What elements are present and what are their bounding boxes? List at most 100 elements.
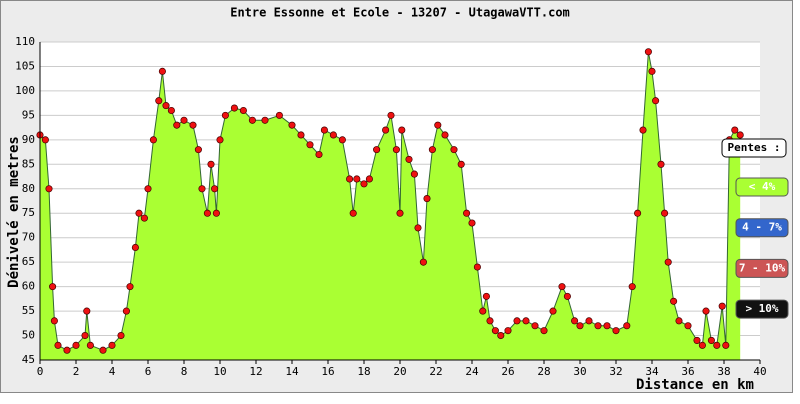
x-tick-label: 24	[465, 365, 479, 378]
point	[212, 209, 220, 217]
point	[180, 116, 188, 124]
legend-swatch	[735, 177, 789, 197]
point	[661, 209, 669, 217]
point	[670, 297, 678, 305]
point	[211, 185, 219, 193]
x-tick-label: 0	[37, 365, 44, 378]
point	[504, 327, 512, 335]
legend-swatch	[735, 299, 789, 319]
point	[126, 283, 134, 291]
point	[108, 341, 116, 349]
point	[410, 170, 418, 178]
profile-line	[39, 51, 741, 351]
point	[360, 180, 368, 188]
point	[718, 302, 726, 310]
point	[473, 263, 481, 271]
point	[707, 336, 715, 344]
x-tick-label: 28	[537, 365, 550, 378]
point	[693, 336, 701, 344]
x-tick-label: 10	[213, 365, 226, 378]
point	[652, 97, 660, 105]
point	[373, 146, 381, 154]
point	[657, 160, 665, 168]
point	[54, 341, 62, 349]
point	[162, 102, 170, 110]
legend-swatch	[735, 218, 789, 238]
point	[513, 317, 521, 325]
point	[63, 346, 71, 354]
legend-label: > 10%	[745, 302, 778, 315]
point	[45, 185, 53, 193]
point	[698, 341, 706, 349]
point	[585, 317, 593, 325]
y-tick-label: 100	[15, 84, 35, 97]
x-tick-label: 26	[501, 365, 514, 378]
x-tick-label: 40	[753, 365, 766, 378]
point	[149, 136, 157, 144]
point	[329, 131, 337, 139]
y-tick-label: 95	[22, 108, 35, 121]
point	[450, 146, 458, 154]
point	[628, 283, 636, 291]
point	[144, 185, 152, 193]
point	[248, 116, 256, 124]
point	[702, 307, 710, 315]
legend-label: < 4%	[749, 180, 776, 193]
x-tick-label: 8	[181, 365, 188, 378]
point	[41, 136, 49, 144]
point	[140, 214, 148, 222]
point	[549, 307, 557, 315]
x-tick-label: 4	[109, 365, 116, 378]
legend-title: Pentes :	[728, 141, 781, 154]
point	[419, 258, 427, 266]
point	[571, 317, 579, 325]
point	[99, 346, 107, 354]
y-tick-label: 70	[22, 231, 35, 244]
area	[40, 51, 741, 361]
point	[315, 150, 323, 159]
y-tick-label: 110	[15, 35, 35, 48]
x-tick-label: 22	[429, 365, 442, 378]
y-tick-label: 75	[22, 206, 35, 219]
point	[50, 317, 58, 325]
y-tick-label: 105	[15, 59, 35, 72]
point	[275, 111, 283, 119]
x-tick-label: 32	[609, 365, 622, 378]
point	[441, 131, 449, 139]
legend-swatch	[735, 258, 789, 278]
point	[479, 307, 487, 315]
y-axis-label: Dénivelé en metres	[6, 136, 22, 288]
point	[482, 292, 490, 300]
point	[491, 327, 499, 335]
point	[158, 67, 166, 75]
point	[230, 104, 238, 112]
point	[297, 131, 305, 139]
point	[664, 258, 672, 266]
point	[634, 209, 642, 217]
point	[497, 331, 505, 340]
point	[531, 322, 539, 330]
point	[155, 97, 163, 105]
point	[576, 322, 584, 330]
x-tick-label: 14	[285, 365, 299, 378]
x-tick-label: 38	[717, 365, 730, 378]
x-tick-label: 16	[321, 365, 334, 378]
point	[349, 209, 357, 217]
y-tick-label: 45	[22, 353, 35, 366]
y-tick-label: 85	[22, 157, 35, 170]
point	[648, 67, 656, 75]
point	[239, 106, 247, 115]
point	[167, 106, 175, 115]
point	[86, 341, 94, 349]
x-tick-label: 2	[73, 365, 80, 378]
point	[221, 111, 229, 119]
point	[414, 224, 422, 232]
legend-title-box	[721, 138, 787, 158]
point	[644, 48, 652, 56]
point	[713, 341, 721, 349]
point	[468, 219, 476, 227]
point	[173, 121, 181, 129]
point	[612, 327, 620, 335]
point	[558, 283, 566, 291]
point	[135, 209, 143, 217]
